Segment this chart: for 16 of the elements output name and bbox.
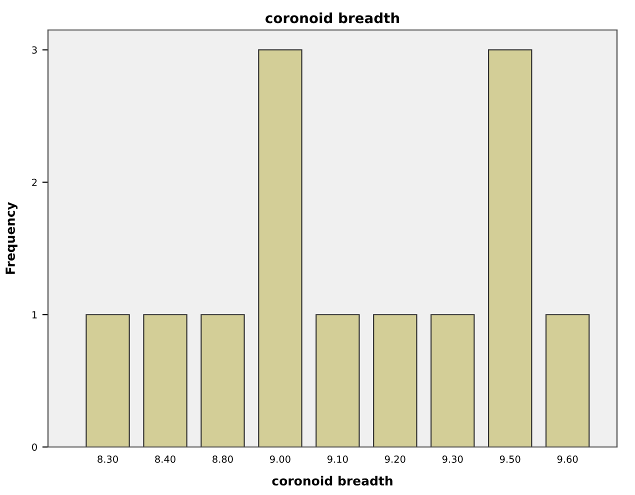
x-tick-label: 9.30 [442,456,463,463]
x-tick-label: 8.30 [98,456,118,463]
y-tick-label: 0 [32,443,37,451]
chart-title: coronoid breadth [266,12,400,24]
y-tick-label: 2 [32,178,37,186]
y-tick-label: 1 [32,311,37,318]
y-axis-title: Frequency [6,202,18,274]
y-tick-label: 3 [32,46,37,54]
x-axis-title: coronoid breadth [272,476,392,486]
x-tick-label: 8.40 [155,456,176,463]
x-tick-label: 9.00 [270,456,290,463]
x-tick-label: 8.80 [212,456,233,463]
x-tick-label: 9.60 [557,456,578,463]
x-tick-label: 9.10 [327,456,348,463]
x-tick-label: 9.20 [384,456,406,463]
x-tick-label: 9.50 [500,456,520,463]
